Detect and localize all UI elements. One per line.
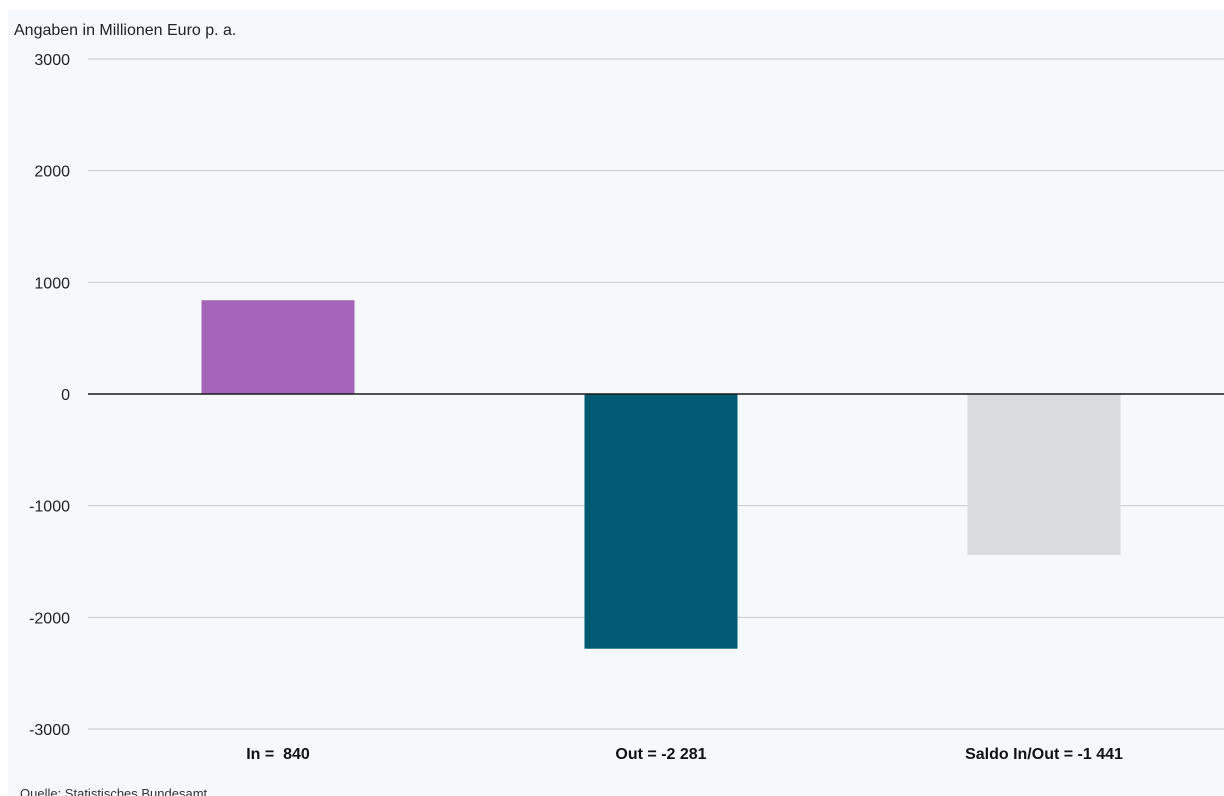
y-tick-label: 3000 xyxy=(34,52,70,69)
category-label: Saldo In/Out = -1 441 xyxy=(965,746,1123,763)
y-tick-label: 2000 xyxy=(34,164,70,181)
bar-2 xyxy=(584,394,738,649)
y-axis-label: Angaben in Millionen Euro p. a. xyxy=(14,22,236,39)
y-tick-label: -2000 xyxy=(29,610,70,627)
source-note: Quelle: Statistisches Bundesamt xyxy=(20,786,208,796)
y-tick-label: -1000 xyxy=(29,499,70,516)
bar-3 xyxy=(967,394,1121,555)
category-label: In = 840 xyxy=(246,746,310,763)
category-label: Out = -2 281 xyxy=(615,746,706,763)
bar-chart: Angaben in Millionen Euro p. a. 3000 2000… xyxy=(14,22,1224,796)
y-tick-label: 1000 xyxy=(34,275,70,292)
chart-panel: Angaben in Millionen Euro p. a. 3000 2000… xyxy=(8,10,1224,796)
y-tick-label: -3000 xyxy=(29,722,70,739)
bar-1 xyxy=(201,300,355,394)
y-tick-label: 0 xyxy=(61,387,70,404)
